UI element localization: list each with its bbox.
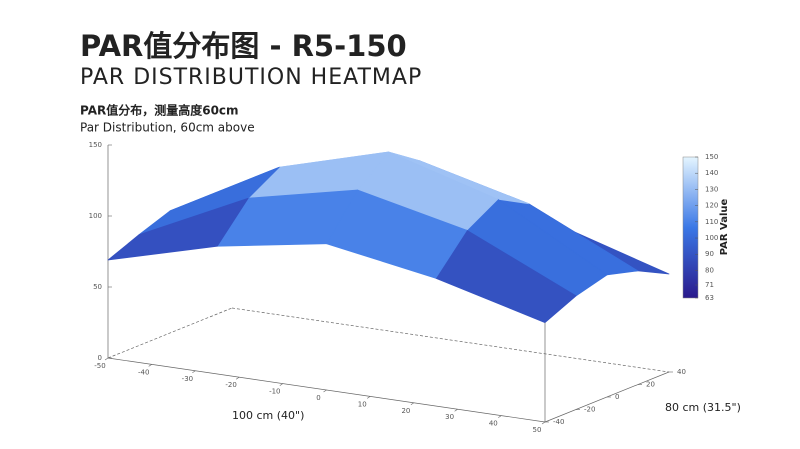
x-tick-label: -30 [182, 375, 193, 383]
x-tick-label: -40 [138, 368, 149, 376]
x-tick [279, 383, 283, 386]
x-tick-label: 0 [316, 394, 320, 402]
x-tick [367, 396, 371, 399]
chart-title: PAR值分布，测量高度60cm [80, 103, 239, 118]
x-tick [323, 389, 327, 393]
colorbar [682, 156, 699, 299]
front-axes: -50 -40 -30 -20 -10 0 10 20 30 40 50 -40 -20 0 20 40 [94, 322, 686, 434]
x-tick [148, 364, 152, 367]
chart-subtitle: Par Distribution, 60cm above [80, 121, 255, 135]
x-tick-label: 10 [358, 400, 367, 408]
colorbar-tick-label: 120 [705, 202, 718, 210]
z-tick-label: 150 [89, 141, 102, 149]
x-tick-label: -20 [225, 381, 236, 389]
x-tick [192, 370, 196, 374]
x-tick [498, 415, 502, 418]
y-tick-label: -20 [584, 406, 595, 414]
z-tick-label: 50 [93, 283, 102, 291]
y-tick-label: 20 [646, 381, 655, 389]
surface-patch [107, 197, 249, 261]
x-tick-label: 50 [533, 426, 542, 434]
y-axis-label: 80 cm (31.5") [665, 401, 741, 414]
x-tick [454, 408, 458, 412]
x-tick-label: -50 [94, 362, 105, 370]
page-title: PAR值分布图 - R5-150 [80, 29, 407, 63]
y-tick-label: 0 [615, 393, 619, 401]
x-tick-label: 20 [401, 407, 410, 415]
x-tick-label: 40 [489, 420, 498, 428]
back-edge [231, 307, 670, 373]
colorbar-label: PAR Value [719, 198, 730, 255]
y-tick-label: 40 [677, 368, 686, 376]
page-subtitle: PAR DISTRIBUTION HEATMAP [80, 65, 422, 90]
x-tick-label: -10 [269, 388, 280, 396]
x-tick [235, 376, 240, 380]
surface [107, 151, 670, 324]
x-tick [104, 357, 109, 361]
colorbar-tick-label: 130 [705, 185, 718, 193]
z-tick-label: 100 [89, 212, 102, 220]
colorbar-tick-label: 140 [705, 169, 718, 177]
colorbar-tick-label: 80 [705, 266, 714, 274]
left-edge [107, 307, 233, 359]
x-tick [541, 421, 546, 425]
colorbar-tick-label: 110 [705, 218, 718, 226]
y-tick-label: -40 [553, 418, 564, 426]
colorbar-tick-label: 63 [705, 294, 714, 302]
colorbar-tick-label: 150 [705, 153, 718, 161]
x-tick-label: 30 [445, 413, 454, 421]
axes: 0 50 100 150 [89, 141, 670, 373]
colorbar-tick-label: 90 [705, 250, 714, 258]
z-tick-label: 0 [98, 354, 102, 362]
colorbar-tick-label: 71 [705, 281, 714, 289]
x-tick [410, 402, 415, 406]
colorbar-tick-label: 100 [705, 234, 718, 242]
x-axis-label: 100 cm (40") [232, 409, 304, 422]
